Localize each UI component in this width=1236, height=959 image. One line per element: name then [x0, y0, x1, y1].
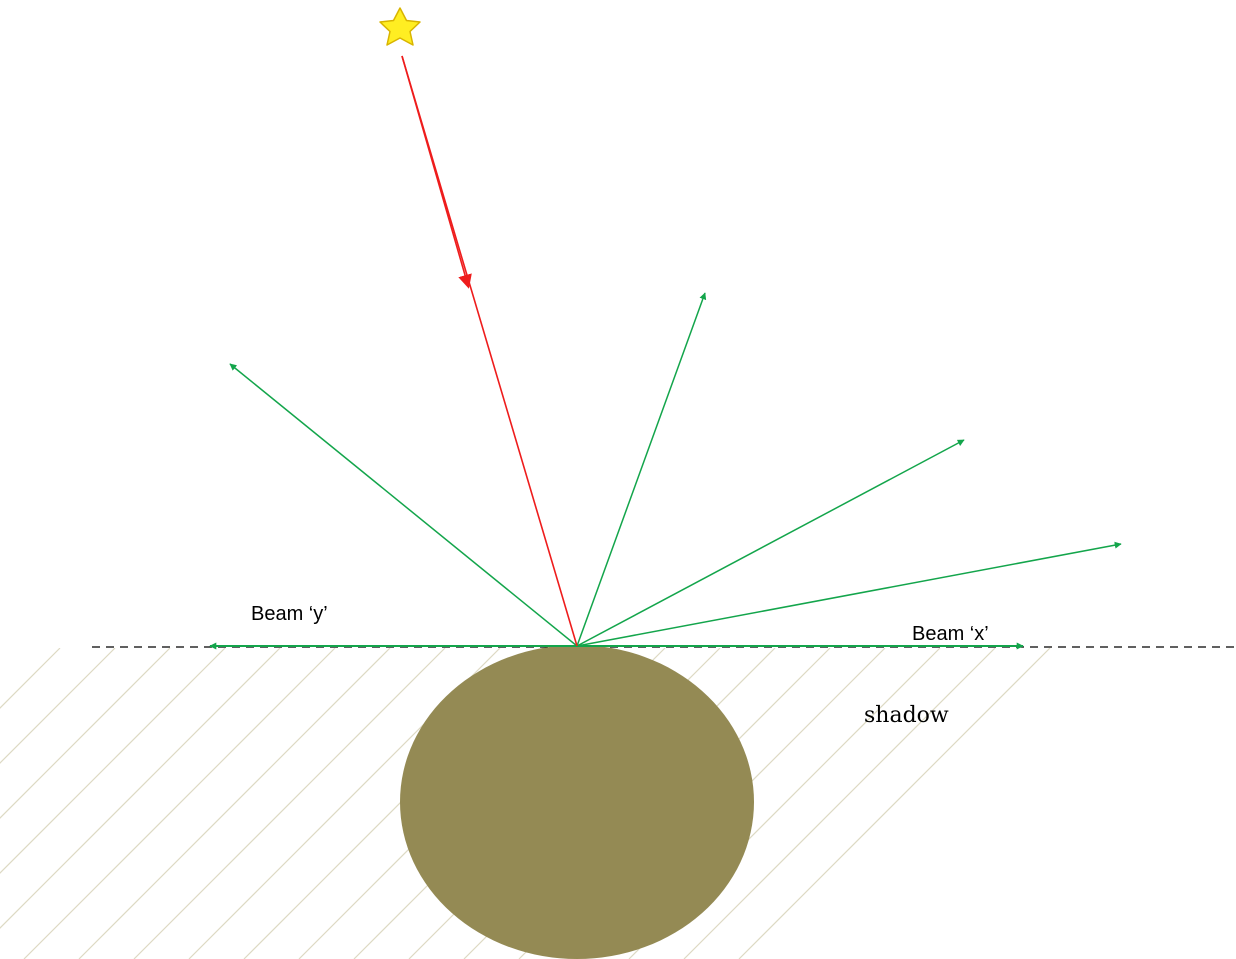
shadow-hatch-line — [683, 648, 996, 959]
shadow-hatch-line — [0, 648, 226, 874]
shadow-hatch-line — [78, 648, 391, 959]
scattered-ray-upper-left — [229, 363, 578, 647]
shadow-hatch-line — [0, 648, 61, 709]
scattered-ray-right-low — [576, 541, 1122, 647]
shadow-hatch-line — [0, 648, 171, 819]
shadow-hatch-line — [0, 648, 116, 764]
shadow-hatch-line — [738, 648, 1051, 959]
incident-ray-arrowhead — [401, 55, 472, 289]
scattered-ray-upper-right — [576, 292, 707, 647]
star-icon — [379, 7, 421, 46]
scattered-rays — [209, 292, 1122, 650]
sphere — [400, 645, 754, 959]
scattered-ray-right-high — [576, 439, 965, 647]
incident-ray — [401, 55, 578, 647]
beam-y-label: Beam ‘y’ — [251, 603, 328, 625]
beam-x-label: Beam ‘x’ — [912, 623, 989, 645]
shadow-hatch-line — [0, 648, 281, 929]
shadow-label: shadow — [864, 703, 949, 728]
shadow-hatch-line — [23, 648, 336, 959]
shadow-hatch-line — [133, 648, 446, 959]
